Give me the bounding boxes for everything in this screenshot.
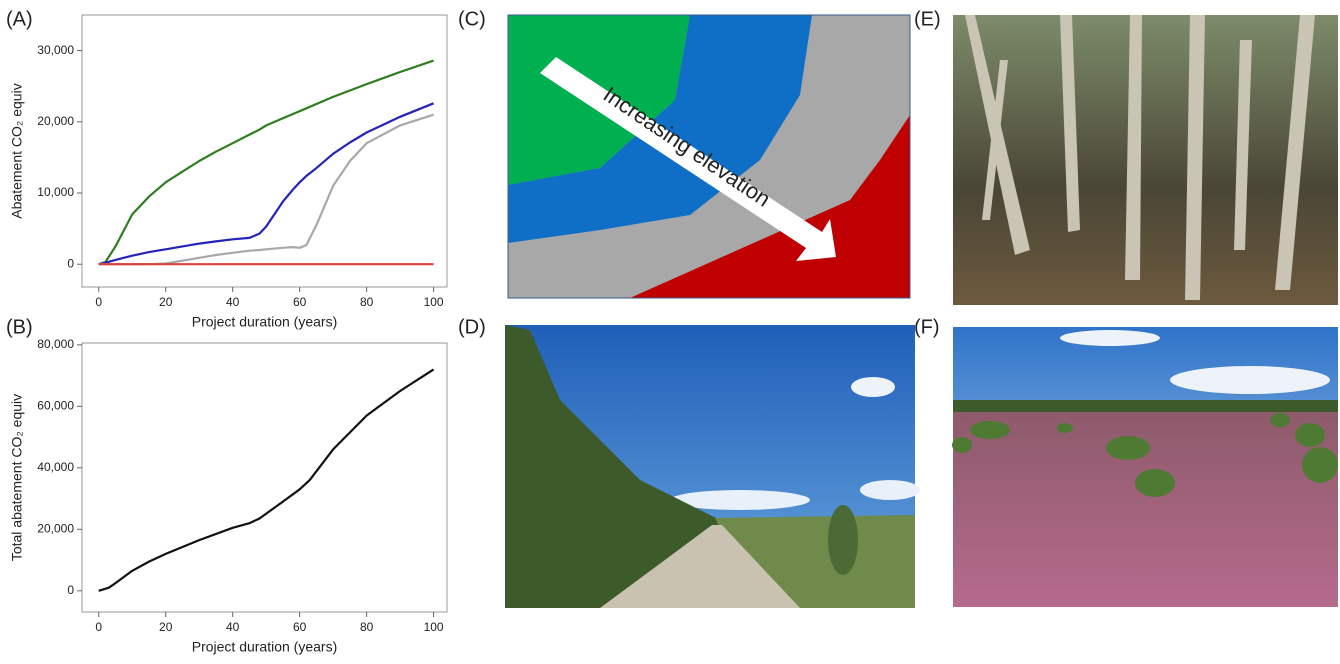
cloud — [851, 377, 895, 397]
x-tick-label: 20 — [159, 620, 173, 634]
x-tick-label: 100 — [424, 620, 444, 634]
x-axis-label: Project duration (years) — [192, 314, 338, 330]
photo-forest — [953, 15, 1338, 305]
photo-saltmarsh — [952, 327, 1338, 607]
y-tick-label: 30,000 — [37, 43, 74, 57]
series-line — [98, 113, 434, 266]
x-tick-label: 40 — [226, 295, 240, 309]
road — [600, 525, 800, 608]
treeline — [953, 400, 1338, 412]
photo-road — [505, 325, 920, 608]
x-tick-label: 0 — [95, 295, 102, 309]
panel-label: (B) — [6, 316, 33, 338]
y-tick-label: 60,000 — [37, 399, 74, 413]
cloud — [1060, 330, 1160, 346]
series-line — [98, 59, 434, 266]
y-tick-label: 20,000 — [37, 521, 74, 535]
y-tick-label: 20,000 — [37, 114, 74, 128]
x-tick-label: 0 — [95, 620, 102, 634]
panel-label: (D) — [458, 316, 486, 338]
x-tick-label: 60 — [293, 295, 307, 309]
series-line — [98, 102, 435, 266]
trees — [505, 325, 720, 608]
x-tick-label: 60 — [293, 620, 307, 634]
panel-label: (C) — [458, 8, 486, 30]
elevation-diagram: Increasing elevation — [507, 14, 911, 299]
y-tick-label: 80,000 — [37, 337, 74, 351]
x-tick-label: 80 — [360, 295, 374, 309]
trunks — [965, 15, 1315, 300]
field — [953, 402, 1338, 607]
y-tick-label: 10,000 — [37, 185, 74, 199]
y-tick-label: 40,000 — [37, 460, 74, 474]
y-tick-label: 0 — [67, 583, 74, 597]
cloud — [670, 490, 810, 510]
y-axis-label: Abatement CO₂ equiv — [9, 83, 25, 218]
arrow — [540, 57, 836, 261]
cloud — [1170, 366, 1330, 394]
y-tick-label: 0 — [67, 256, 74, 270]
x-tick-label: 40 — [226, 620, 240, 634]
x-axis-label: Project duration (years) — [192, 639, 338, 655]
zone-red — [630, 115, 910, 298]
panel-label: (A) — [6, 8, 33, 30]
x-tick-label: 80 — [360, 620, 374, 634]
diagram-border — [507, 14, 911, 299]
panel-label: (F) — [914, 316, 940, 338]
tree — [828, 505, 858, 575]
series-line — [98, 368, 435, 592]
cloud — [860, 480, 920, 500]
x-tick-label: 20 — [159, 295, 173, 309]
plot-frame — [81, 14, 448, 288]
y-axis-label: Total abatement CO₂ equiv — [9, 394, 25, 561]
charts: 0 20 40 60 80 100 0 10,000 20,000 30,000 Project d… — [9, 14, 448, 655]
forest — [953, 15, 1338, 305]
x-tick-label: 100 — [424, 295, 444, 309]
plot-frame — [81, 342, 448, 613]
panel-label: (E) — [914, 8, 941, 30]
shrubs — [952, 413, 1338, 497]
